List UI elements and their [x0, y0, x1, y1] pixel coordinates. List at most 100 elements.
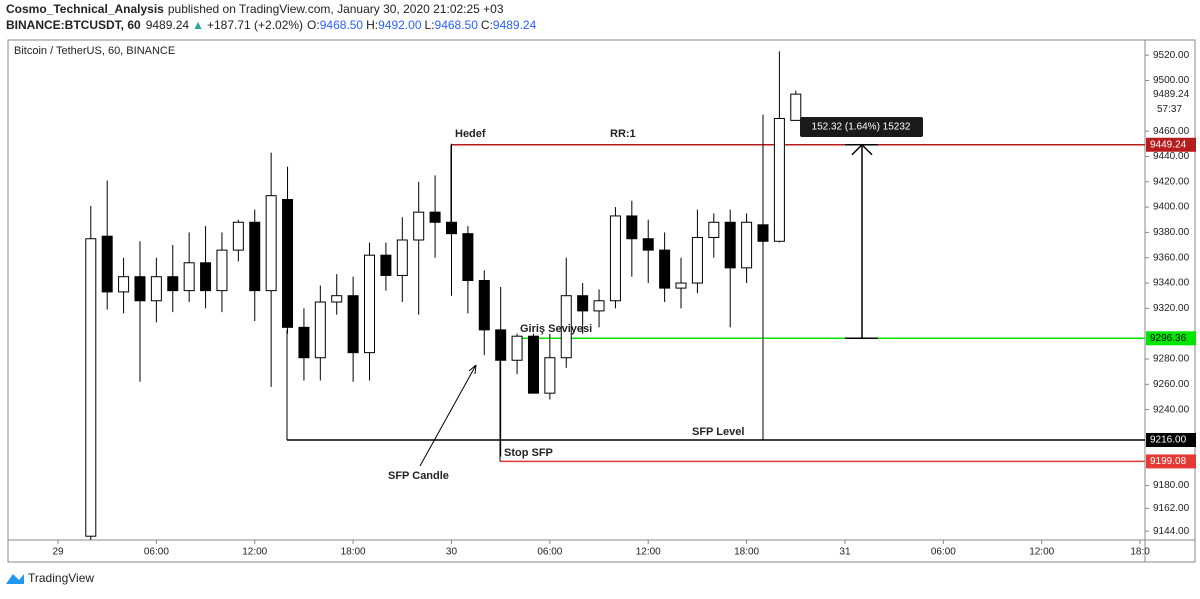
x-tick-label: 06:00 — [144, 547, 169, 558]
symbol-line: BINANCE:BTCUSDT, 60 9489.24 ▲ +187.71 (+2.0… — [6, 18, 537, 32]
candle-body — [724, 221, 736, 269]
candle-body — [544, 357, 556, 394]
y-tick-label: 9240.00 — [1153, 404, 1190, 415]
symbol: BINANCE:BTCUSDT, 60 — [6, 18, 141, 32]
arrow — [419, 364, 477, 467]
candle-body — [708, 221, 720, 238]
ohlc-value: 9468.50 — [320, 18, 364, 32]
candle-body — [167, 276, 179, 292]
candle-body — [609, 215, 621, 302]
candle-body — [232, 221, 244, 251]
candle-body — [511, 335, 523, 361]
x-tick-label: 31 — [839, 547, 851, 558]
candle-body — [626, 215, 638, 240]
candle-body — [331, 295, 343, 303]
candle-body — [577, 295, 589, 312]
header-line: Cosmo_Technical_Analysis published on Tra… — [6, 2, 504, 16]
annotation: Hedef — [455, 128, 486, 140]
chart-title: Bitcoin / TetherUS, 60, BINANCE — [14, 45, 175, 57]
candle-body — [757, 224, 769, 242]
plot — [85, 51, 1145, 540]
annotation: SFP Candle — [388, 470, 449, 482]
candle-body — [101, 235, 113, 293]
y-tick-label: 9280.00 — [1153, 354, 1190, 365]
annotation: RR:1 — [610, 128, 636, 140]
price-label-box — [1146, 433, 1196, 447]
candle-body — [380, 254, 392, 276]
candle-body — [298, 326, 310, 359]
y-tick-label: 9340.00 — [1153, 278, 1190, 289]
price-label-box — [1146, 331, 1196, 346]
candle-body — [741, 221, 753, 269]
candle-body — [773, 117, 785, 242]
candle-body — [659, 249, 671, 289]
published: published on TradingView.com, January 30… — [168, 2, 504, 16]
candle-body — [462, 233, 474, 282]
measure-label: 152.32 (1.64%) 15232 — [812, 122, 911, 133]
x-tick-label: 18:00 — [341, 547, 366, 558]
annotation: Stop SFP — [504, 447, 553, 459]
arrow: ▲ — [192, 18, 204, 32]
candle-body — [314, 301, 326, 359]
x-tick-label: 12:00 — [242, 547, 267, 558]
price-label: 9199.08 — [1150, 456, 1187, 467]
brand: TradingView — [28, 571, 94, 585]
candle-body — [216, 249, 228, 292]
annotation: Giriş Seviyesi — [520, 323, 592, 335]
x-tick-label: 12:00 — [636, 547, 661, 558]
x-tick-label: 29 — [52, 547, 64, 558]
y-tick-label: 9520.00 — [1153, 50, 1190, 61]
y-tick-label: 9440.00 — [1153, 151, 1190, 162]
y-tick-label: 9162.00 — [1153, 503, 1190, 514]
candle-body — [445, 221, 457, 235]
x-tick-label: 18:00 — [734, 547, 759, 558]
measure-box — [800, 117, 923, 137]
y-tick-label: 9500.00 — [1153, 75, 1190, 86]
price-label: 9296.36 — [1150, 333, 1187, 344]
x-tick-label: 06:00 — [537, 547, 562, 558]
candle-body — [118, 276, 130, 293]
y-tick-label: 9320.00 — [1153, 303, 1190, 314]
price-label-box — [1146, 137, 1196, 152]
candle-body — [249, 221, 261, 292]
candle-body — [282, 198, 294, 328]
candle-body — [200, 262, 212, 292]
price-label: 9449.24 — [1150, 139, 1187, 150]
countdown: 57:37 — [1157, 104, 1182, 115]
candle-body — [527, 335, 539, 394]
change: +187.71 (+2.02%) — [207, 18, 303, 32]
x-tick-label: 18:0 — [1130, 547, 1150, 558]
y-tick-label: 9460.00 — [1153, 126, 1190, 137]
candle-body — [396, 239, 408, 276]
candle-body — [134, 276, 146, 302]
candle-body — [413, 211, 425, 241]
candle-body — [675, 282, 687, 289]
price-label: 9216.00 — [1150, 435, 1187, 446]
ohlc-value: 9489.24 — [493, 18, 537, 32]
candle-body — [364, 254, 376, 354]
candle-body — [790, 93, 802, 121]
y-tick-label: 9144.00 — [1153, 526, 1190, 537]
candle-body — [183, 262, 195, 292]
y-tick-label: 9260.00 — [1153, 379, 1190, 390]
x-tick-label: 06:00 — [931, 547, 956, 558]
price-label-box — [1146, 454, 1196, 469]
ohlc-value: 9468.50 — [435, 18, 479, 32]
last: 9489.24 — [146, 18, 190, 32]
x-tick-label: 30 — [446, 547, 458, 558]
arrow-head — [468, 364, 477, 375]
y-tick-label: 9360.00 — [1153, 252, 1190, 263]
candle-body — [495, 329, 507, 361]
ohlc-key: H: — [366, 18, 378, 32]
candle-body — [85, 238, 97, 537]
candle-body — [478, 280, 490, 331]
y-tick-label: 9420.00 — [1153, 176, 1190, 187]
ohlc-value: 9492.00 — [378, 18, 422, 32]
candle-body — [593, 300, 605, 312]
measure-head — [851, 143, 873, 156]
y-tick-label: 9380.00 — [1153, 227, 1190, 238]
author: Cosmo_Technical_Analysis — [6, 2, 164, 16]
ohlc-key: C: — [481, 18, 493, 32]
